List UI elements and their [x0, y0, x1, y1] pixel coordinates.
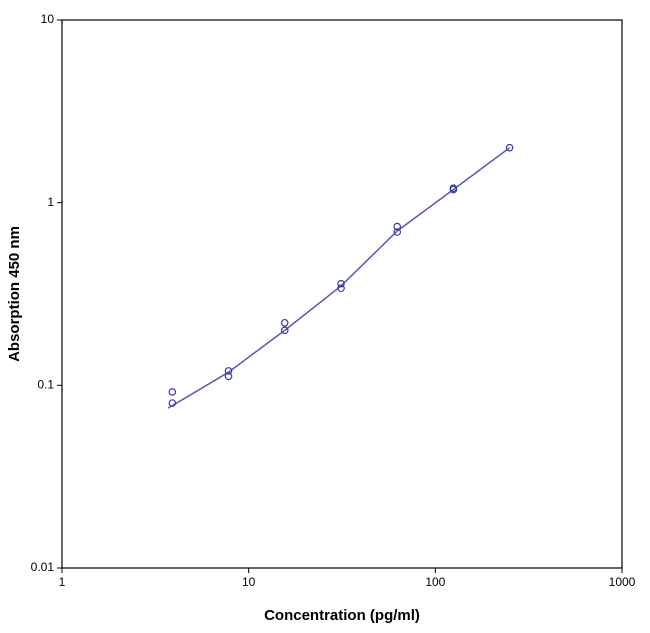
- y-tick-label: 0.01: [31, 560, 55, 574]
- x-tick-label: 1000: [609, 575, 636, 589]
- data-point: [505, 143, 514, 152]
- data-point: [168, 399, 177, 407]
- data-point: [168, 388, 177, 396]
- y-tick-label: 1: [47, 195, 54, 209]
- data-point: [224, 372, 233, 381]
- y-tick-label: 10: [41, 12, 55, 26]
- data-point: [449, 185, 458, 194]
- fit-curve: [167, 147, 511, 409]
- data-point: [224, 367, 233, 375]
- data-point: [393, 228, 402, 236]
- x-tick-label: 100: [425, 575, 445, 589]
- data-point: [393, 222, 402, 231]
- x-axis-title: Concentration (pg/ml): [264, 607, 420, 624]
- data-point: [337, 284, 345, 293]
- y-axis-title: Absorption 450 nm: [6, 226, 23, 362]
- x-tick-label: 1: [59, 575, 66, 589]
- x-tick-label: 10: [242, 575, 256, 589]
- data-point: [280, 326, 289, 335]
- y-tick-label: 0.1: [37, 378, 54, 392]
- data-point: [280, 318, 289, 327]
- data-point: [337, 279, 345, 288]
- plot-frame: [61, 19, 623, 569]
